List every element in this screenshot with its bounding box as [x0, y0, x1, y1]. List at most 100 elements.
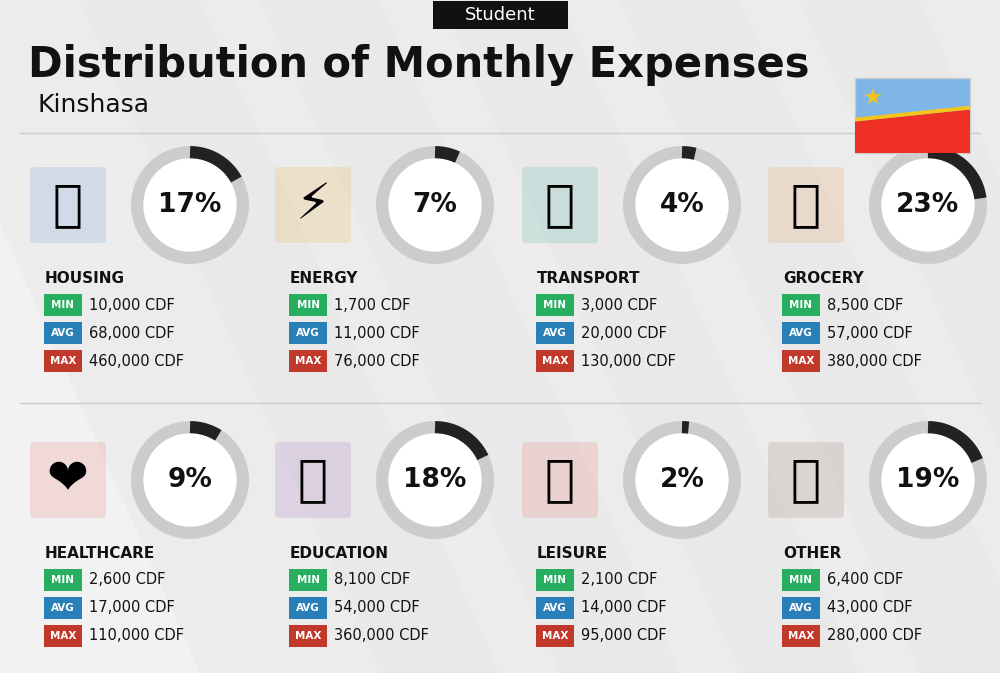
Text: 🎓: 🎓: [298, 456, 328, 504]
Text: MAX: MAX: [788, 356, 814, 366]
Text: Distribution of Monthly Expenses: Distribution of Monthly Expenses: [28, 44, 810, 86]
FancyBboxPatch shape: [432, 1, 568, 29]
Text: 360,000 CDF: 360,000 CDF: [334, 629, 429, 643]
FancyBboxPatch shape: [536, 597, 574, 619]
Polygon shape: [0, 0, 500, 673]
Circle shape: [144, 434, 236, 526]
Text: MIN: MIN: [790, 575, 812, 585]
Text: MAX: MAX: [542, 631, 568, 641]
Text: AVG: AVG: [51, 328, 75, 338]
Text: OTHER: OTHER: [783, 546, 841, 561]
FancyBboxPatch shape: [289, 322, 327, 344]
Text: MIN: MIN: [544, 575, 566, 585]
Text: 7%: 7%: [413, 192, 457, 218]
Text: AVG: AVG: [296, 328, 320, 338]
Polygon shape: [855, 110, 970, 153]
Text: 4%: 4%: [660, 192, 704, 218]
Text: LEISURE: LEISURE: [537, 546, 608, 561]
Text: 18%: 18%: [403, 467, 467, 493]
Text: AVG: AVG: [543, 328, 567, 338]
FancyBboxPatch shape: [782, 294, 820, 316]
Text: 11,000 CDF: 11,000 CDF: [334, 326, 420, 341]
FancyBboxPatch shape: [44, 569, 82, 591]
FancyBboxPatch shape: [275, 167, 351, 243]
Text: MIN: MIN: [52, 575, 74, 585]
Text: 💰: 💰: [791, 456, 821, 504]
Text: 1,700 CDF: 1,700 CDF: [334, 297, 410, 312]
Text: MAX: MAX: [50, 356, 76, 366]
FancyBboxPatch shape: [855, 78, 970, 153]
Text: TRANSPORT: TRANSPORT: [537, 271, 640, 286]
Text: AVG: AVG: [296, 603, 320, 613]
Circle shape: [636, 159, 728, 251]
Circle shape: [389, 434, 481, 526]
FancyBboxPatch shape: [536, 569, 574, 591]
Text: AVG: AVG: [789, 328, 813, 338]
Text: MAX: MAX: [295, 356, 321, 366]
Text: AVG: AVG: [51, 603, 75, 613]
Text: HEALTHCARE: HEALTHCARE: [45, 546, 155, 561]
Text: 🏢: 🏢: [53, 181, 83, 229]
Text: 17%: 17%: [158, 192, 222, 218]
Text: MAX: MAX: [295, 631, 321, 641]
Text: Student: Student: [465, 6, 535, 24]
Text: 460,000 CDF: 460,000 CDF: [89, 353, 184, 369]
Text: 8,100 CDF: 8,100 CDF: [334, 573, 410, 588]
Text: 9%: 9%: [168, 467, 212, 493]
Text: GROCERY: GROCERY: [783, 271, 864, 286]
FancyBboxPatch shape: [289, 625, 327, 647]
Text: HOUSING: HOUSING: [45, 271, 125, 286]
FancyBboxPatch shape: [289, 597, 327, 619]
FancyBboxPatch shape: [536, 294, 574, 316]
Text: MIN: MIN: [52, 300, 74, 310]
Polygon shape: [80, 0, 680, 673]
FancyBboxPatch shape: [536, 322, 574, 344]
FancyBboxPatch shape: [289, 294, 327, 316]
FancyBboxPatch shape: [768, 167, 844, 243]
Text: ★: ★: [863, 89, 883, 109]
Text: 68,000 CDF: 68,000 CDF: [89, 326, 175, 341]
FancyBboxPatch shape: [782, 625, 820, 647]
Text: MAX: MAX: [50, 631, 76, 641]
Text: 43,000 CDF: 43,000 CDF: [827, 600, 912, 616]
Text: 2,600 CDF: 2,600 CDF: [89, 573, 165, 588]
Text: 17,000 CDF: 17,000 CDF: [89, 600, 175, 616]
Text: 57,000 CDF: 57,000 CDF: [827, 326, 913, 341]
Text: Kinshasa: Kinshasa: [38, 93, 150, 117]
Text: 280,000 CDF: 280,000 CDF: [827, 629, 922, 643]
Text: 20,000 CDF: 20,000 CDF: [581, 326, 667, 341]
FancyBboxPatch shape: [522, 167, 598, 243]
FancyBboxPatch shape: [768, 442, 844, 518]
FancyBboxPatch shape: [44, 350, 82, 372]
FancyBboxPatch shape: [782, 597, 820, 619]
Polygon shape: [620, 0, 1000, 673]
Text: AVG: AVG: [543, 603, 567, 613]
Circle shape: [389, 159, 481, 251]
FancyBboxPatch shape: [782, 350, 820, 372]
Text: EDUCATION: EDUCATION: [290, 546, 389, 561]
Text: 23%: 23%: [896, 192, 960, 218]
Text: 10,000 CDF: 10,000 CDF: [89, 297, 175, 312]
Text: MIN: MIN: [296, 300, 320, 310]
FancyBboxPatch shape: [536, 350, 574, 372]
Text: 3,000 CDF: 3,000 CDF: [581, 297, 657, 312]
Text: 6,400 CDF: 6,400 CDF: [827, 573, 903, 588]
Polygon shape: [260, 0, 860, 673]
Text: 14,000 CDF: 14,000 CDF: [581, 600, 667, 616]
Circle shape: [882, 434, 974, 526]
FancyBboxPatch shape: [782, 322, 820, 344]
Text: 130,000 CDF: 130,000 CDF: [581, 353, 676, 369]
Text: MAX: MAX: [788, 631, 814, 641]
Circle shape: [144, 159, 236, 251]
Text: MIN: MIN: [790, 300, 812, 310]
Text: 380,000 CDF: 380,000 CDF: [827, 353, 922, 369]
Circle shape: [882, 159, 974, 251]
FancyBboxPatch shape: [289, 569, 327, 591]
FancyBboxPatch shape: [44, 597, 82, 619]
FancyBboxPatch shape: [44, 294, 82, 316]
Text: 110,000 CDF: 110,000 CDF: [89, 629, 184, 643]
Text: AVG: AVG: [789, 603, 813, 613]
Text: 2,100 CDF: 2,100 CDF: [581, 573, 657, 588]
FancyBboxPatch shape: [522, 442, 598, 518]
Text: 54,000 CDF: 54,000 CDF: [334, 600, 420, 616]
